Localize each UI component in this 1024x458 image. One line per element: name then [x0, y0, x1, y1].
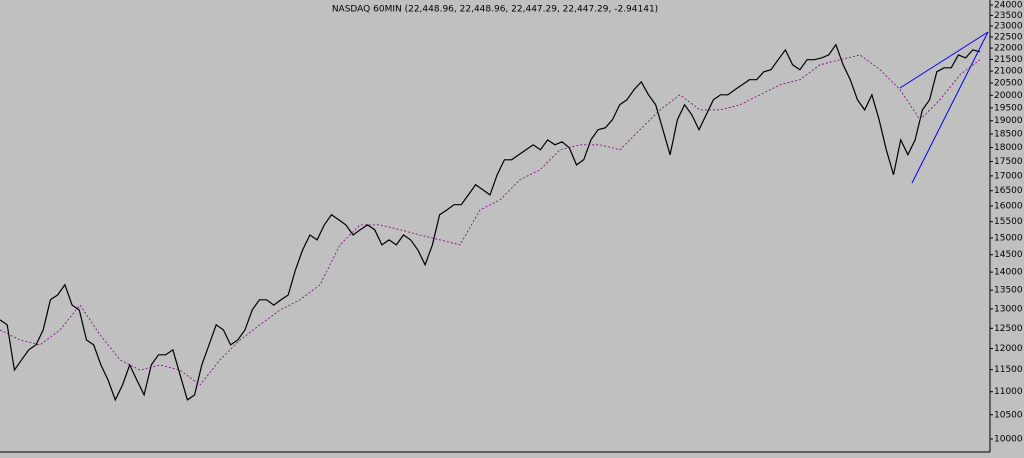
trend-line [911, 31, 989, 184]
series-line [0, 43, 981, 402]
y-tick-label: 13500 [994, 286, 1023, 296]
y-tick-label: 10000 [994, 434, 1023, 444]
y-tick-label: 11500 [994, 365, 1023, 375]
y-tick-label: 21000 [994, 67, 1023, 77]
y-tick-label: 12500 [994, 324, 1023, 334]
y-tick-label: 23500 [994, 11, 1023, 21]
y-tick-label: 17000 [994, 171, 1023, 181]
y-tick-label: 11000 [994, 387, 1023, 397]
y-tick-label: 22000 [994, 44, 1023, 54]
y-tick-label: 10500 [994, 410, 1023, 420]
y-tick-label: 19500 [994, 103, 1023, 113]
y-tick-label: 15500 [994, 217, 1023, 227]
y-tick-label: 17500 [994, 157, 1023, 167]
y-tick-label: 14000 [994, 268, 1023, 278]
y-tick-label: 20500 [994, 79, 1023, 89]
y-tick-label: 14500 [994, 250, 1023, 260]
y-tick-label: 22500 [994, 32, 1023, 42]
plot-area [0, 43, 981, 402]
trend-line [899, 31, 989, 89]
y-tick-label: 18000 [994, 143, 1023, 153]
y-tick-label: 24000 [994, 0, 1023, 10]
series-line [0, 54, 981, 386]
y-tick-label: 16000 [994, 201, 1023, 211]
y-tick-label: 21500 [994, 55, 1023, 65]
y-tick-label: 19000 [994, 116, 1023, 126]
y-tick-label: 23000 [994, 22, 1023, 32]
y-tick-label: 20000 [994, 91, 1023, 101]
y-tick-label: 15000 [994, 233, 1023, 243]
y-tick-label: 12000 [994, 344, 1023, 354]
chart-title: NASDAQ 60MIN (22,448.96, 22,448.96, 22,4… [332, 5, 658, 15]
y-tick-label: 18500 [994, 129, 1023, 139]
y-tick-label: 13000 [994, 304, 1023, 314]
y-tick-label: 16500 [994, 186, 1023, 196]
